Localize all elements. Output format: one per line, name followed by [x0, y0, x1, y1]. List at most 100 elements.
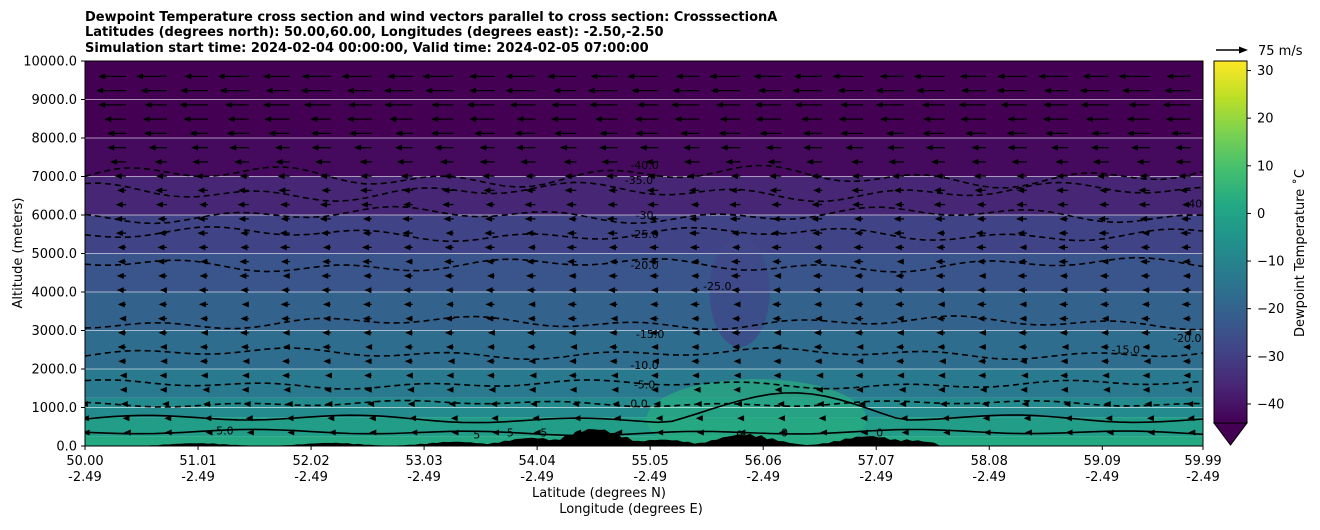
wind-arrow: [486, 272, 495, 279]
wind-arrow: [898, 386, 906, 393]
wind-arrow: [895, 301, 905, 308]
quiver-key: 75 m/s: [1216, 44, 1303, 59]
wind-arrow: [285, 401, 293, 408]
wind-arrow: [219, 87, 249, 94]
colorbar-tick-label: 20: [1257, 112, 1274, 127]
wind-arrow: [1142, 386, 1150, 393]
wind-arrow: [77, 216, 85, 222]
wind-arrow: [280, 201, 290, 208]
wind-arrow: [854, 329, 864, 336]
wind-arrow-head: [655, 415, 663, 422]
wind-arrow-head: [691, 358, 699, 365]
wind-arrow-head: [486, 315, 494, 322]
wind-arrow-head: [1017, 230, 1025, 237]
wind-arrow-head: [73, 187, 80, 193]
wind-arrow: [793, 73, 823, 80]
wind-arrow-head: [854, 272, 862, 279]
wind-arrow: [76, 301, 85, 307]
wind-arrow-head: [715, 101, 723, 108]
wind-arrow: [245, 415, 253, 422]
wind-arrow: [1092, 158, 1109, 165]
wind-arrow: [589, 101, 618, 108]
wind-arrow-head: [813, 258, 821, 265]
wind-arrow: [975, 230, 986, 237]
wind-arrow-head: [1061, 344, 1069, 351]
wind-arrow: [974, 187, 986, 194]
wind-arrow-head: [568, 287, 576, 294]
wind-arrow-head: [303, 101, 311, 108]
wind-arrow: [1063, 401, 1071, 408]
wind-arrow: [282, 272, 290, 279]
wind-arrow: [320, 230, 331, 237]
wind-arrow-head: [155, 187, 163, 194]
y-tick-label: 4000.0: [32, 286, 78, 301]
wind-arrow: [635, 130, 659, 137]
contour-label: -20.0: [1173, 332, 1201, 345]
wind-arrow: [195, 173, 208, 180]
wind-arrow: [364, 287, 372, 294]
wind-arrow-head: [893, 187, 901, 194]
wind-arrow-head: [1091, 130, 1099, 137]
wind-arrow-head: [275, 158, 283, 165]
wind-arrow-head: [1144, 401, 1152, 408]
wind-arrow-head: [855, 372, 863, 379]
wind-arrow: [118, 358, 126, 365]
wind-arrow-head: [525, 187, 533, 194]
wind-arrow-head: [774, 344, 782, 351]
wind-arrow: [407, 386, 415, 393]
wind-arrow: [564, 173, 577, 180]
wind-arrow-head: [938, 372, 946, 379]
wind-arrow-head: [162, 401, 170, 408]
x-tick-label-lon: -2.49: [1085, 470, 1119, 485]
wind-arrow: [896, 329, 905, 336]
wind-arrow: [936, 287, 945, 294]
wind-arrow-head: [1000, 101, 1008, 108]
wind-arrow: [526, 287, 536, 294]
wind-arrow: [1118, 73, 1150, 80]
wind-arrow-head: [860, 415, 868, 422]
warm-lobe: [646, 379, 867, 446]
wind-arrow-head: [648, 244, 656, 251]
wind-arrow: [729, 187, 741, 194]
wind-arrow-head: [1059, 301, 1067, 308]
wind-arrow-head: [975, 230, 983, 237]
wind-arrow: [275, 158, 290, 165]
wind-arrow-head: [157, 315, 165, 322]
wind-arrow: [611, 372, 619, 379]
wind-arrow: [403, 301, 413, 308]
wind-arrow: [301, 73, 331, 80]
wind-arrow-head: [803, 144, 811, 151]
wind-arrow-head: [647, 201, 655, 208]
wind-arrow: [694, 401, 702, 408]
wind-arrow: [448, 401, 456, 408]
contour-dashed-2: [85, 205, 1203, 225]
wind-arrow-head: [649, 272, 657, 279]
contour-label: -5.0: [634, 378, 655, 391]
wind-arrow: [159, 344, 167, 351]
wind-arrow-head: [242, 358, 250, 365]
wind-arrow: [240, 244, 249, 251]
wind-arrow: [938, 372, 946, 379]
wind-arrow: [1101, 315, 1109, 322]
wind-arrow-head: [107, 144, 115, 151]
wind-arrow-head: [938, 358, 946, 365]
wind-arrow-head: [547, 73, 555, 80]
wind-arrow: [360, 173, 372, 180]
wind-arrow-head: [1126, 130, 1134, 137]
wind-arrow: [1143, 358, 1151, 365]
wind-arrow: [1175, 158, 1191, 165]
wind-arrow: [1138, 187, 1150, 194]
wind-arrow: [1021, 372, 1029, 379]
wind-arrow-head: [936, 244, 944, 251]
wind-arrow: [1059, 301, 1068, 308]
wind-arrow: [860, 415, 868, 422]
wind-arrow: [1016, 173, 1027, 180]
wind-arrow: [1183, 344, 1191, 351]
wind-arrow-head: [1182, 315, 1190, 322]
wind-arrow-head: [75, 230, 82, 236]
wind-arrow: [772, 287, 782, 294]
wind-arrow-head: [479, 144, 487, 151]
wind-arrow-head: [525, 272, 533, 279]
wind-arrow: [142, 116, 167, 123]
